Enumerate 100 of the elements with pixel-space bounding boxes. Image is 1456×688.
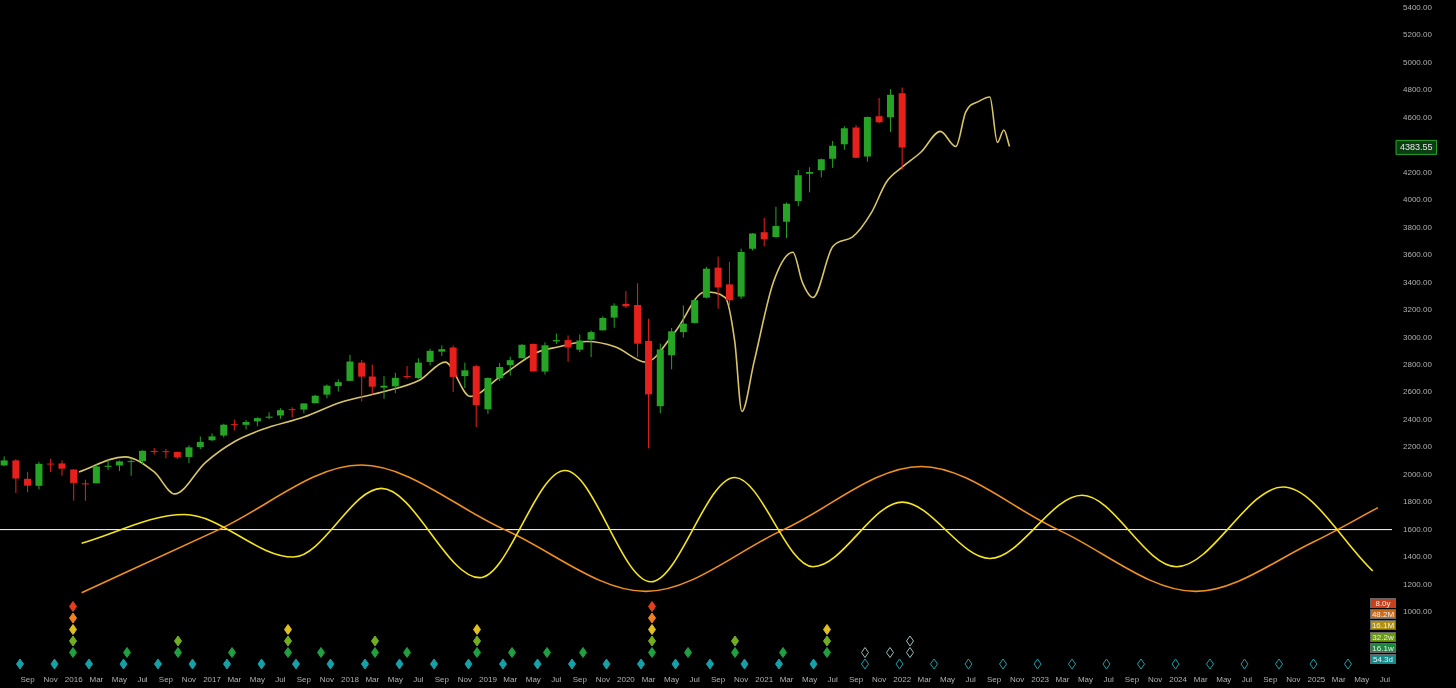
text: 32.2w	[1370, 631, 1396, 642]
x-tick-label: May	[802, 675, 818, 684]
candlestick	[564, 334, 572, 363]
text: 16.1M	[1370, 620, 1396, 631]
y-tick-label: 4800.00	[1403, 85, 1433, 95]
x-tick-label: Mar	[503, 675, 518, 684]
x-tick-label: 2021	[755, 675, 774, 684]
y-tick-label: 2800.00	[1403, 360, 1433, 370]
x-tick-label: Nov	[1286, 675, 1301, 684]
x-tick-label: Sep	[710, 675, 726, 684]
candlestick	[47, 458, 55, 473]
candlestick	[840, 125, 848, 151]
y-tick-label: 4000.00	[1403, 195, 1433, 205]
y-tick-label: 2200.00	[1403, 442, 1433, 452]
y-tick-label: 1400.00	[1403, 552, 1433, 562]
x-tick-label: 2019	[479, 675, 498, 684]
candlestick	[368, 364, 376, 395]
x-tick-label: May	[1077, 675, 1094, 684]
x-tick-label: May	[1354, 675, 1370, 684]
x-tick-label: Nov	[1147, 675, 1163, 684]
x-tick-label: 2020	[616, 675, 636, 684]
candlestick	[587, 330, 595, 358]
candlestick	[506, 356, 514, 377]
x-tick-label: May	[111, 675, 127, 684]
candlestick	[358, 359, 366, 402]
y-tick-label: 1200.00	[1403, 579, 1433, 589]
candlestick	[610, 302, 618, 329]
x-tick-label: Sep	[296, 675, 312, 684]
x-tick-label: 2016	[64, 675, 84, 684]
x-tick-label: Mar	[365, 675, 380, 684]
x-tick-label: Sep	[572, 675, 588, 684]
candlestick	[829, 140, 837, 169]
x-tick-label: May	[525, 675, 541, 684]
x-tick-label: 2024	[1169, 675, 1188, 684]
x-tick-label: Jul	[689, 675, 701, 684]
annotation: 8.0y	[1370, 598, 1396, 608]
x-tick-label: Mar	[779, 675, 794, 684]
x-tick-label: Mar	[1331, 675, 1346, 684]
y-tick-label: 2600.00	[1403, 387, 1433, 397]
x-tick-label: May	[939, 675, 956, 684]
candlestick	[58, 459, 66, 477]
candlestick	[380, 375, 388, 400]
candlestick	[288, 406, 296, 418]
text: 4383.55	[1400, 142, 1433, 153]
candlestick	[414, 357, 422, 380]
candlestick	[162, 448, 170, 459]
x-tick-label: Mar	[641, 675, 656, 684]
x-tick-label: Nov	[181, 675, 197, 684]
x-tick-label: Sep	[1263, 675, 1278, 684]
x-tick-label: 2022	[893, 675, 912, 684]
candlestick	[760, 217, 768, 247]
candlestick	[806, 166, 814, 193]
candlestick	[496, 362, 504, 382]
x-tick-label: Nov	[734, 675, 749, 684]
x-tick-label: Jul	[413, 675, 424, 684]
y-tick-label: 3600.00	[1403, 250, 1433, 260]
candlestick	[691, 298, 699, 324]
y-tick-label: 3000.00	[1403, 332, 1433, 342]
y-tick-label: 3200.00	[1403, 305, 1433, 315]
candlestick	[886, 88, 894, 133]
x-tick-label: Jul	[1103, 675, 1114, 684]
y-tick-label: 4600.00	[1403, 112, 1433, 122]
x-tick-label: Nov	[319, 675, 335, 684]
candlestick	[391, 372, 399, 394]
candlestick	[242, 419, 250, 430]
x-tick-label: 2025	[1307, 675, 1326, 684]
candlestick	[81, 479, 89, 502]
x-tick-label: Nov	[872, 675, 887, 684]
x-tick-label: Sep	[434, 675, 450, 684]
x-tick-label: 2018	[341, 675, 360, 684]
candlestick	[208, 432, 216, 442]
x-tick-label: Sep	[1124, 675, 1140, 684]
candlestick	[35, 461, 43, 490]
candlestick	[679, 304, 687, 338]
x-tick-label: Sep	[848, 675, 864, 684]
x-tick-label: 2017	[203, 675, 222, 684]
x-tick-label: Jul	[1379, 675, 1391, 684]
annotation: 48.2M	[1370, 609, 1396, 620]
x-tick-label: Nov	[595, 675, 610, 684]
x-tick-label: Jul	[1241, 675, 1253, 684]
x-tick-label: Mar	[227, 675, 242, 684]
y-tick-label: 3800.00	[1403, 222, 1433, 232]
candlestick	[461, 362, 469, 389]
y-tick-label: 4200.00	[1403, 167, 1433, 177]
x-tick-label: Jul	[827, 675, 838, 684]
x-tick-label: May	[1216, 675, 1232, 684]
x-tick-label: May	[249, 675, 265, 684]
candlestick	[24, 471, 32, 493]
candlestick	[403, 365, 411, 380]
x-tick-label: Nov	[43, 675, 58, 684]
text: 54.3d	[1370, 653, 1396, 664]
x-tick-label: Mar	[917, 675, 932, 684]
y-tick-label: 1000.00	[1403, 607, 1433, 617]
x-tick-label: May	[664, 675, 680, 684]
candlestick	[725, 261, 733, 306]
candlestick	[127, 457, 135, 477]
candlestick	[12, 458, 20, 494]
x-tick-label: 2023	[1031, 675, 1050, 684]
y-tick-label: 5400.00	[1403, 3, 1433, 12]
x-tick-label: Mar	[89, 675, 104, 684]
